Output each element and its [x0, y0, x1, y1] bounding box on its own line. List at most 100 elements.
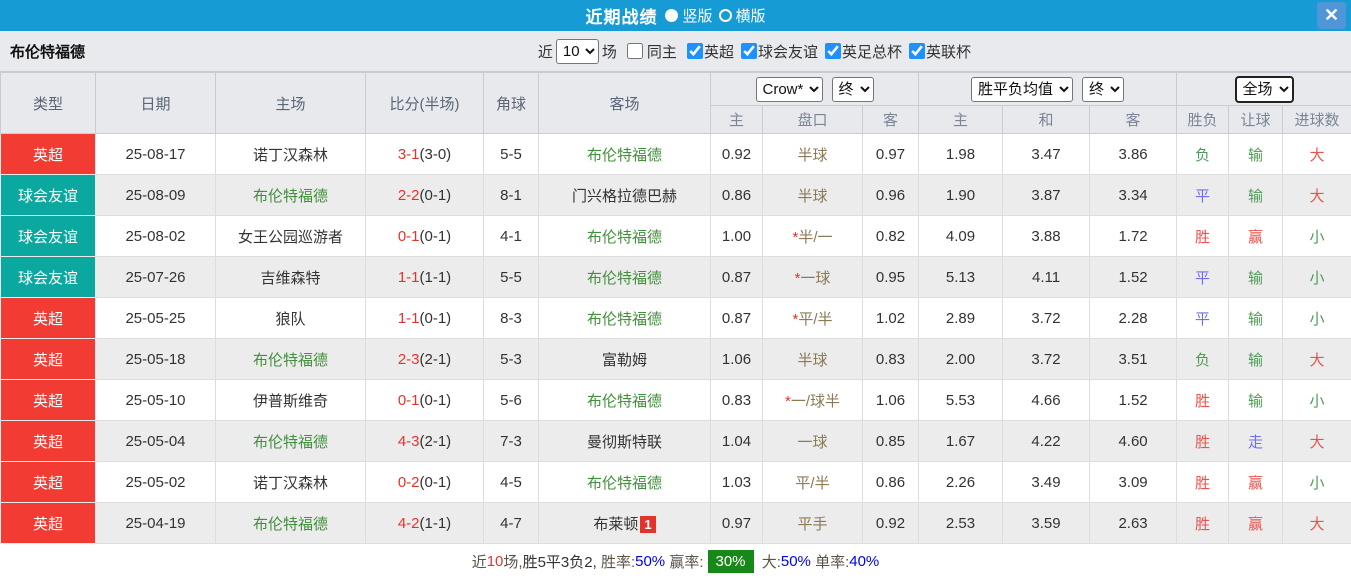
cell-date: 25-08-09 — [96, 175, 216, 216]
cell-result: 负 — [1177, 134, 1229, 175]
avg-time-select[interactable]: 终 — [1082, 77, 1124, 102]
cell-goals: 小 — [1283, 380, 1351, 421]
recent-count-select[interactable]: 10 — [556, 39, 599, 64]
bookmaker-select[interactable]: Crow* — [756, 77, 823, 102]
col-header-home: 主场 — [216, 73, 366, 134]
avg-group-header: 胜平负均值 终 — [919, 73, 1177, 106]
cell-score: 0-2(0-1) — [366, 462, 484, 503]
cell-let-result: 输 — [1229, 298, 1283, 339]
cell-score: 2-3(2-1) — [366, 339, 484, 380]
summary-segment-8: 大: — [758, 551, 781, 572]
cell-avg-draw: 4.11 — [1003, 257, 1090, 298]
radio-vertical-layout[interactable]: 竖版 — [665, 5, 712, 26]
cell-avg-home: 4.09 — [919, 216, 1003, 257]
cell-home: 女王公园巡游者 — [216, 216, 366, 257]
cell-avg-away: 3.34 — [1090, 175, 1177, 216]
cell-result: 平 — [1177, 298, 1229, 339]
filters: 近 10 场 同主 英超球会友谊英足总杯英联杯 — [535, 39, 971, 64]
cell-type: 球会友谊 — [1, 257, 96, 298]
cell-avg-away: 3.09 — [1090, 462, 1177, 503]
cell-corner: 5-3 — [484, 339, 539, 380]
cell-type: 球会友谊 — [1, 216, 96, 257]
cell-score: 1-1(1-1) — [366, 257, 484, 298]
cell-goals: 小 — [1283, 216, 1351, 257]
cell-home: 布伦特福德 — [216, 421, 366, 462]
radio-vertical-label: 竖版 — [682, 5, 712, 26]
cell-avg-away: 2.63 — [1090, 503, 1177, 544]
cell-date: 25-05-18 — [96, 339, 216, 380]
odds-time-select[interactable]: 终 — [832, 77, 874, 102]
cell-avg-away: 3.86 — [1090, 134, 1177, 175]
cell-corner: 4-1 — [484, 216, 539, 257]
cell-corner: 8-1 — [484, 175, 539, 216]
cell-away: 曼彻斯特联 — [539, 421, 711, 462]
cell-score: 1-1(0-1) — [366, 298, 484, 339]
cell-avg-away: 2.28 — [1090, 298, 1177, 339]
cell-goals: 大 — [1283, 339, 1351, 380]
summary-segment-6: 赢率: — [665, 551, 703, 572]
cell-type: 球会友谊 — [1, 175, 96, 216]
cell-result: 负 — [1177, 339, 1229, 380]
matches-label: 场 — [602, 41, 617, 62]
cell-type: 英超 — [1, 339, 96, 380]
cell-avg-draw: 3.87 — [1003, 175, 1090, 216]
summary-segment-9: 50% — [781, 553, 811, 570]
summary-segment-5: 50% — [635, 553, 665, 570]
cell-home: 伊普斯维奇 — [216, 380, 366, 421]
scope-select[interactable]: 全场 — [1235, 76, 1294, 103]
radio-horizontal-layout[interactable]: 横版 — [719, 5, 766, 26]
cell-date: 25-05-10 — [96, 380, 216, 421]
cell-let-result: 赢 — [1229, 462, 1283, 503]
same-home-label: 同主 — [647, 41, 677, 62]
cell-odds-home: 0.92 — [711, 134, 763, 175]
results-table: 类型 日期 主场 比分(半场) 角球 客场 Crow* 终 胜平负均值 终 全场 — [0, 72, 1351, 544]
radio-selected-icon — [665, 9, 678, 22]
cell-home: 布伦特福德 — [216, 339, 366, 380]
subheader-avg-home: 主 — [919, 106, 1003, 134]
league-checkbox-1[interactable] — [741, 43, 757, 59]
subheader-avg-draw: 和 — [1003, 106, 1090, 134]
cell-type: 英超 — [1, 421, 96, 462]
avg-type-select[interactable]: 胜平负均值 — [971, 77, 1073, 102]
result-group-header: 全场 — [1177, 73, 1351, 106]
summary-segment-10: 单率: — [811, 551, 849, 572]
cell-home: 布伦特福德 — [216, 503, 366, 544]
cell-avg-home: 2.26 — [919, 462, 1003, 503]
cell-away: 布伦特福德 — [539, 298, 711, 339]
subheader-avg-away: 客 — [1090, 106, 1177, 134]
cell-date: 25-05-02 — [96, 462, 216, 503]
cell-odds-home: 0.83 — [711, 380, 763, 421]
cell-avg-home: 1.98 — [919, 134, 1003, 175]
cell-avg-home: 1.90 — [919, 175, 1003, 216]
cell-date: 25-05-25 — [96, 298, 216, 339]
cell-type: 英超 — [1, 503, 96, 544]
cell-let-result: 输 — [1229, 175, 1283, 216]
cell-away: 布伦特福德 — [539, 380, 711, 421]
close-icon: ✕ — [1324, 5, 1339, 26]
col-header-date: 日期 — [96, 73, 216, 134]
cell-corner: 7-3 — [484, 421, 539, 462]
cell-avg-away: 3.51 — [1090, 339, 1177, 380]
league-checkbox-3[interactable] — [909, 43, 925, 59]
cell-away: 布伦特福德 — [539, 462, 711, 503]
close-button[interactable]: ✕ — [1317, 2, 1346, 29]
league-checkbox-0[interactable] — [687, 43, 703, 59]
league-label-3: 英联杯 — [926, 41, 971, 62]
cell-date: 25-05-04 — [96, 421, 216, 462]
cell-avg-away: 4.60 — [1090, 421, 1177, 462]
cell-score: 0-1(0-1) — [366, 216, 484, 257]
cell-result: 胜 — [1177, 503, 1229, 544]
league-checkbox-2[interactable] — [825, 43, 841, 59]
cell-avg-home: 2.89 — [919, 298, 1003, 339]
cell-let-result: 走 — [1229, 421, 1283, 462]
recent-count-label: 近 — [538, 41, 553, 62]
cell-handicap: 半球 — [763, 134, 863, 175]
cell-home: 布伦特福德 — [216, 175, 366, 216]
same-home-checkbox[interactable] — [627, 43, 643, 59]
cell-avg-draw: 3.72 — [1003, 339, 1090, 380]
